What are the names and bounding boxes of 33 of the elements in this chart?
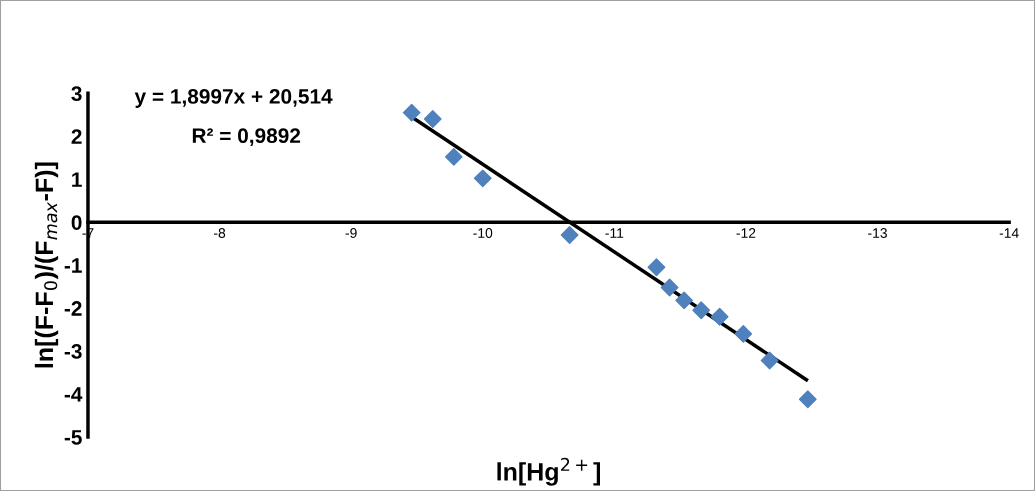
point (402, 103, 421, 122)
x-axis-title: ln[Hg$^{2+}$] (497, 457, 600, 486)
y-tick-label: -3 (64, 344, 82, 359)
x-tick-label: -14 (999, 228, 1019, 238)
point (760, 351, 779, 370)
point (675, 291, 694, 310)
y-tick-label: 1 (72, 172, 82, 187)
x-tick-label: -11 (605, 228, 624, 238)
y-tick-label: 0 (71, 215, 82, 230)
y-tick-label: 2 (71, 129, 82, 144)
point (692, 301, 711, 320)
y-tick-label: -1 (64, 258, 82, 273)
x-tick-label: -8 (214, 228, 226, 238)
point (423, 110, 442, 128)
x-tick-label: -10 (473, 228, 493, 238)
point (560, 226, 579, 244)
annotation: y = 1,8997x + 20,514 (134, 89, 333, 108)
y-tick-label: -5 (64, 430, 82, 445)
point (647, 258, 666, 277)
point (798, 390, 817, 409)
point (734, 324, 753, 343)
annotation: R² = 0,9892 (192, 128, 301, 147)
point (660, 278, 679, 297)
x-tick-label: -13 (868, 228, 887, 238)
x-tick-label: -12 (736, 228, 756, 238)
point (710, 307, 729, 326)
y-tick-label: -4 (64, 387, 83, 402)
x-tick-label: -9 (345, 228, 357, 238)
y-tick-label: 3 (71, 86, 82, 102)
point (473, 169, 492, 188)
point (444, 147, 463, 166)
y-tick-label: -2 (64, 301, 82, 316)
y-axis-title: ln[(F-F$_{0}$)/(F$_{max}$-F)] (34, 162, 59, 368)
